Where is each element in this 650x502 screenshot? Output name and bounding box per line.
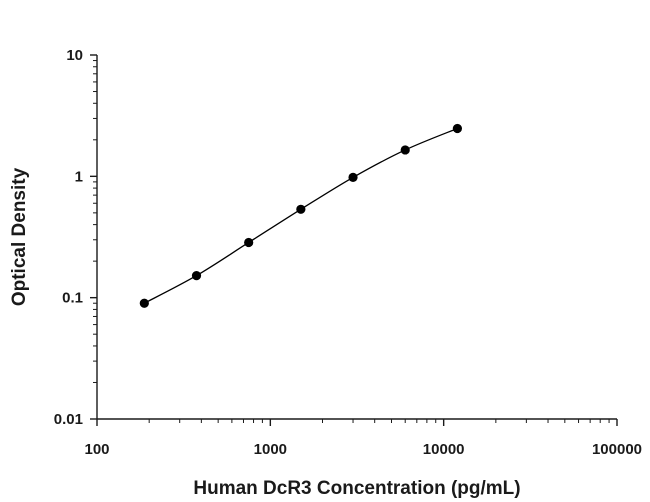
axes: 100 1000 10000 100000 0.01 0.1 1 10 (54, 47, 642, 458)
x-tick-label: 10000 (423, 441, 465, 458)
x-tick-label: 100000 (592, 441, 642, 458)
y-axis-title: Optical Density (9, 167, 30, 306)
data-point (348, 172, 358, 182)
data-points (139, 123, 462, 308)
fit-curve (144, 127, 458, 304)
x-tick-label: 100 (84, 441, 109, 458)
data-point (244, 237, 254, 248)
x-axis-title: Human DcR3 Concentration (pg/mL) (193, 478, 520, 499)
data-point (452, 123, 462, 134)
fit-curve-layer (144, 127, 458, 304)
data-point (400, 145, 410, 155)
data-point (191, 271, 202, 281)
data-point (296, 204, 306, 214)
y-tick-label: 0.1 (62, 290, 83, 307)
y-tick-label: 1 (75, 168, 83, 185)
y-tick-label: 10 (66, 47, 83, 64)
x-tick-label: 1000 (254, 441, 287, 458)
y-tick-label: 0.01 (54, 411, 83, 428)
data-point (139, 298, 149, 308)
